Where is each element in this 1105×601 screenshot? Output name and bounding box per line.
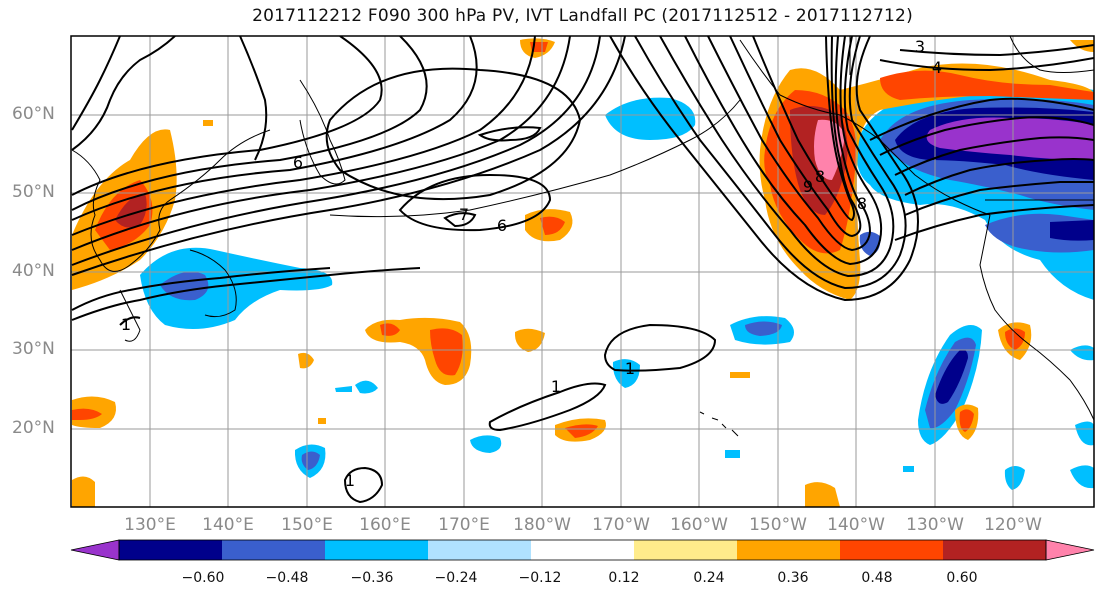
colorbar-tick: 0.36 (777, 570, 809, 586)
lon-label: 140°E (202, 515, 254, 535)
shade-cpac-3 (470, 435, 502, 453)
shade-cpac-6 (335, 386, 352, 392)
contour-label: 8 (857, 194, 867, 213)
shade-cpac-5 (355, 380, 378, 394)
shade-cpac-pos-11 (72, 476, 95, 507)
shade-far-east-1 (1070, 345, 1094, 361)
shade-cpac-pos-7-core (959, 409, 974, 432)
colorbar-swatch (222, 540, 326, 560)
coast-na-west (979, 214, 1094, 421)
negative-anomaly-shading (140, 83, 1094, 490)
contour-label: 7 (459, 205, 469, 224)
lon-label: 160°W (670, 515, 728, 535)
coast-kamchatka (299, 79, 346, 185)
shade-cpac-pos-13 (203, 120, 213, 126)
lon-label: 150°E (281, 515, 333, 535)
contour-label: 4 (932, 58, 942, 77)
contour-label: 9 (803, 177, 813, 196)
shade-cpac-4-core (301, 451, 320, 470)
colorbar-left-arrow (70, 539, 120, 561)
lon-label: 130°E (124, 515, 176, 535)
colorbar-swatch (943, 540, 1047, 560)
coast-korea (119, 289, 141, 342)
lon-label: 130°W (906, 515, 964, 535)
shade-far-east-3 (1070, 465, 1094, 489)
shade-small-2 (903, 466, 914, 472)
contour-label: 1 (345, 471, 355, 490)
shade-cpac-pos-1-core (430, 328, 463, 376)
shade-cpac-pos-2-core (540, 216, 565, 235)
colorbar-tick: 0.60 (946, 570, 978, 586)
lat-label: 60°N (12, 104, 55, 124)
lon-label: 170°W (592, 515, 650, 535)
colorbar-tick: −0.12 (518, 570, 562, 586)
colorbar-swatch (428, 540, 532, 560)
shade-cpac-1-core (745, 321, 782, 336)
shade-se-plume-core (935, 349, 968, 404)
shade-cpac-pos-9 (805, 482, 840, 507)
lon-label: 140°W (827, 515, 885, 535)
shade-cpac-pos-6-core (72, 408, 102, 420)
colorbar-tick: −0.60 (181, 570, 225, 586)
shade-far-east-2 (1075, 421, 1094, 446)
shade-far-east-4 (1004, 466, 1025, 490)
shade-cpac-pos-3 (514, 328, 545, 352)
coast-asia (71, 129, 271, 272)
contour-label: 8 (815, 167, 825, 186)
lon-label: 180°W (513, 515, 571, 535)
colorbar-tick: 0.24 (693, 570, 725, 586)
colorbar-tick: 0.12 (608, 570, 640, 586)
shade-bering (605, 97, 696, 140)
shade-cpac-pos-5-core (565, 424, 598, 438)
contour-label: 6 (497, 216, 507, 235)
shade-alaska-north (880, 70, 1094, 100)
shade-cpac-pos-4 (298, 352, 314, 369)
lon-label: 160°E (359, 515, 411, 535)
colorbar-tick: −0.48 (265, 570, 309, 586)
colorbar-swatch (634, 540, 738, 560)
colorbar-swatch (325, 540, 429, 560)
map-frame (70, 35, 1095, 508)
shade-us-core (1050, 220, 1094, 241)
shade-small-1 (725, 450, 740, 458)
lon-label: 170°E (438, 515, 490, 535)
colorbar-tick: −0.24 (434, 570, 478, 586)
lat-label: 20°N (12, 418, 55, 438)
coast-aleutians (329, 99, 741, 218)
colorbar-swatch (119, 540, 223, 560)
shade-cpac-pos-10 (730, 372, 750, 378)
coast-japan (189, 249, 237, 318)
contour-label: 6 (293, 153, 303, 172)
colorbar-tick: 0.48 (861, 570, 893, 586)
lon-label: 150°W (749, 515, 807, 535)
contour-label: 1 (551, 377, 561, 396)
shade-cpac-pos-12 (318, 418, 326, 424)
lat-label: 30°N (12, 339, 55, 359)
contour-label-layer: 6 7 6 3 4 9 8 8 1 1 1 1 (121, 37, 942, 490)
lat-label: 50°N (12, 182, 55, 202)
shade-cpac-pos-8-core (1005, 328, 1025, 350)
map-title: 2017112212 F090 300 hPa PV, IVT Landfall… (252, 6, 913, 26)
shade-japan (140, 247, 333, 329)
coast-hawaii (699, 411, 739, 437)
lon-label: 120°W (984, 515, 1042, 535)
graticule (71, 36, 1094, 507)
lat-label: 40°N (12, 261, 55, 281)
shade-goa-core (814, 119, 845, 180)
contour-label: 1 (625, 359, 635, 378)
colorbar-frame (118, 539, 1047, 561)
pv-contours (71, 36, 1094, 504)
contour-label: 3 (915, 37, 925, 56)
contour-label: 1 (121, 315, 131, 334)
shade-canada-core (926, 117, 1094, 160)
colorbar-swatch (531, 540, 635, 560)
colorbar-swatch (737, 540, 841, 560)
shade-asia-l3 (115, 193, 147, 228)
colorbar-swatch (840, 540, 944, 560)
colorbar-right-arrow (1045, 539, 1095, 561)
colorbar-tick: −0.36 (350, 570, 394, 586)
colorbar (70, 539, 1095, 561)
shade-cpac-2 (612, 359, 640, 388)
